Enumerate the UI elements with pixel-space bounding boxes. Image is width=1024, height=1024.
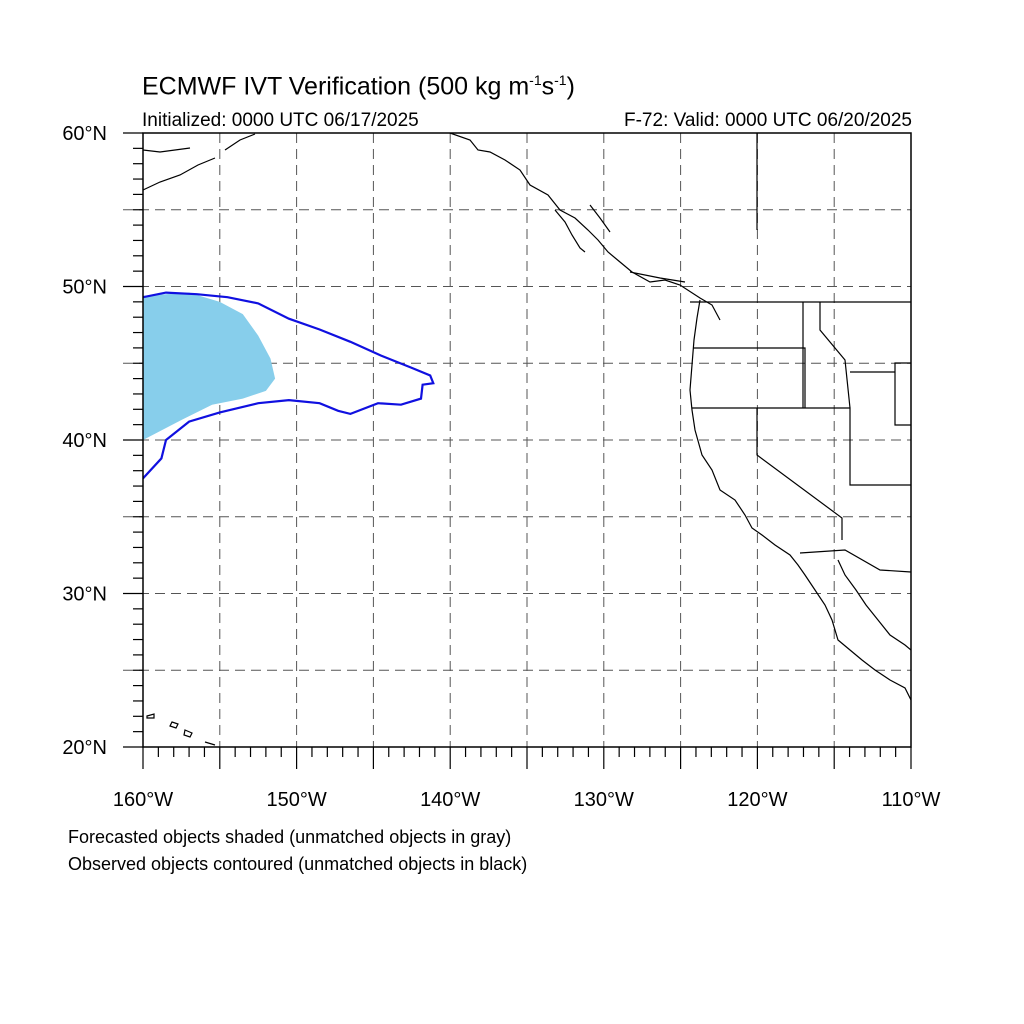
axis-tick-labels: 160°W 150°W 140°W 130°W 120°W 110°W 20°N 30°N 40…: [62, 123, 940, 811]
lon-tick-label: 130°W: [574, 789, 634, 811]
coastline-hawaii: [146, 713, 216, 746]
valid-time-label: F-72: Valid: 0000 UTC 06/20/2025: [624, 110, 912, 131]
coastlines: [143, 133, 911, 746]
coastline-gulf-alaska: [143, 133, 256, 191]
lat-tick-label: 30°N: [62, 584, 107, 606]
coastline-islands-bc: [554, 204, 686, 283]
map-title: ECMWF IVT Verification (500 kg m-1s-1): [142, 72, 575, 101]
coastline-baja-gulf: [837, 559, 911, 651]
ivt-objects: [143, 291, 435, 480]
lon-tick-label: 140°W: [420, 789, 480, 811]
lat-tick-label: 40°N: [62, 430, 107, 452]
lat-tick-label: 60°N: [62, 123, 107, 145]
grid-lines: [123, 132, 912, 748]
observed-object-contour: [143, 291, 435, 480]
lon-tick-label: 120°W: [727, 789, 787, 811]
forecast-object-shaded: [143, 292, 276, 440]
lat-tick-label: 20°N: [62, 737, 107, 759]
init-time-label: Initialized: 0000 UTC 06/17/2025: [142, 110, 419, 131]
lon-tick-label: 150°W: [266, 789, 326, 811]
lat-tick-label: 50°N: [62, 277, 107, 299]
caption-observed: Observed objects contoured (unmatched ob…: [68, 854, 528, 874]
axis-ticks: [123, 132, 912, 769]
lon-tick-label: 160°W: [113, 789, 173, 811]
lon-tick-label: 110°W: [882, 789, 941, 811]
border-states: [692, 133, 911, 573]
coastline-alaska: [449, 133, 721, 321]
coastline-us-west: [689, 299, 911, 701]
caption-forecast: Forecasted objects shaded (unmatched obj…: [68, 827, 512, 847]
